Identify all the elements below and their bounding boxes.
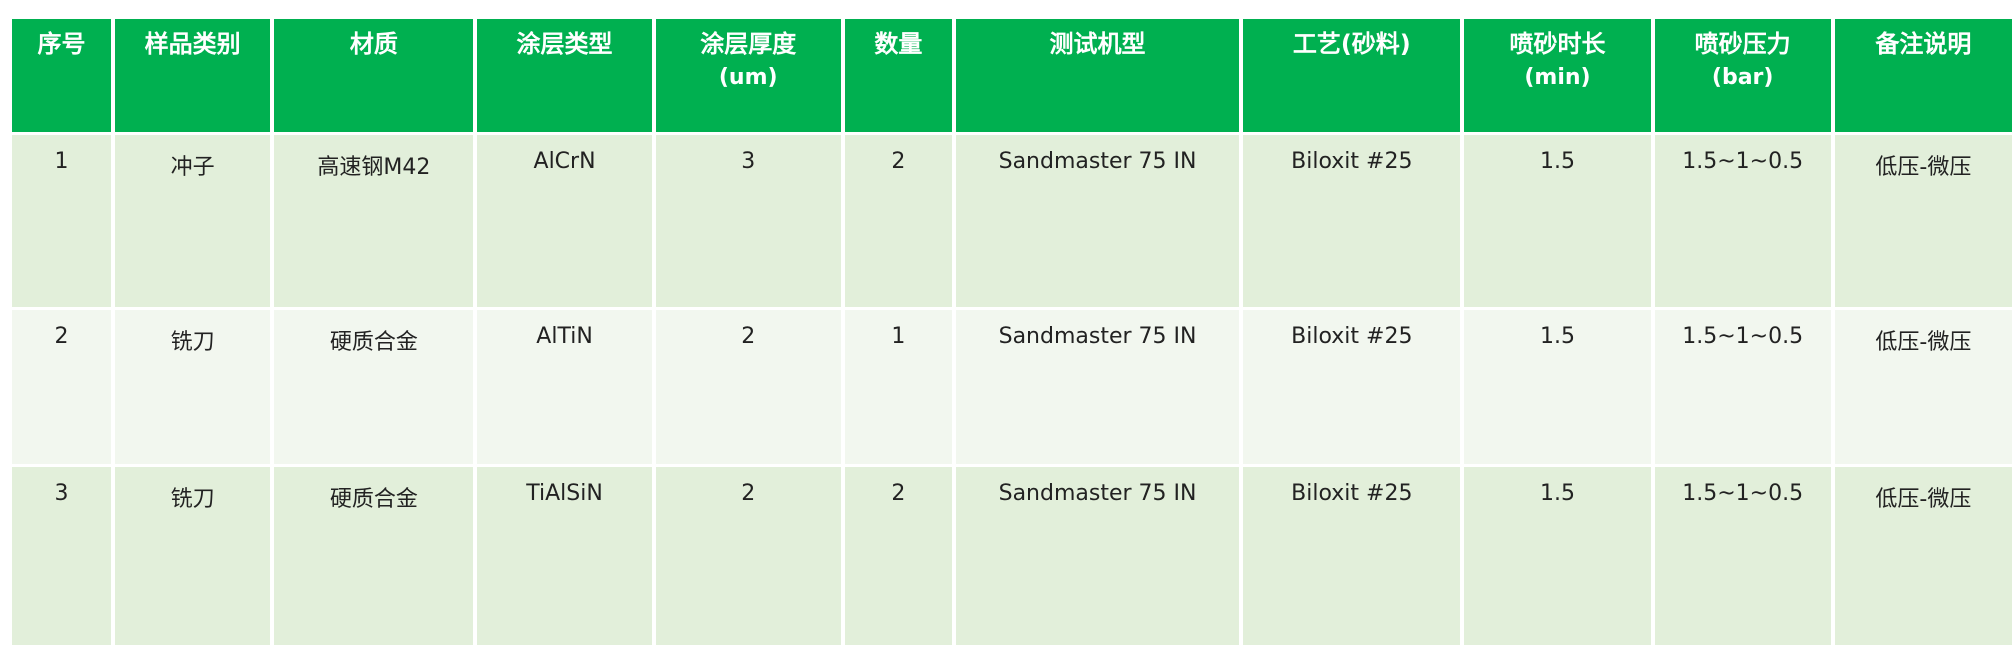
table-cell: Sandmaster 75 IN [955,135,1240,307]
table-cell: 高速钢M42 [274,135,474,307]
table-cell: 低压-微压 [1834,310,2012,464]
table-cell: 1.5~1~0.5 [1654,135,1831,307]
table-cell: 2 [844,135,952,307]
column-header-label: 喷砂时长 [1509,30,1606,58]
table-row: 2 铣刀 硬质合金 AlTiN 2 1 Sandmaster 75 IN Biloxit #2… [12,310,2012,464]
column-header: 涂层厚度 (um) [655,19,841,132]
column-header: 材质 [274,19,474,132]
table-cell: 1.5~1~0.5 [1654,467,1831,645]
column-header-label: 数量 [874,30,923,58]
table-cell: Biloxit #25 [1243,310,1461,464]
table-cell: AlCrN [477,135,652,307]
column-header: 样品类别 [115,19,271,132]
table-cell: Sandmaster 75 IN [955,310,1240,464]
column-header-label: 工艺(砂料) [1292,30,1411,58]
table-cell: 3 [12,467,112,645]
table-cell: 冲子 [115,135,271,307]
table-row: 3 铣刀 硬质合金 TiAlSiN 2 2 Sandmaster 75 IN Biloxit … [12,467,2012,645]
column-header-unit: (bar) [1711,65,1774,90]
column-header-unit: (um) [718,65,778,90]
table-cell: 1.5 [1464,310,1651,464]
column-header: 喷砂压力 (bar) [1654,19,1831,132]
table-cell: 1.5~1~0.5 [1654,310,1831,464]
table-row: 1 冲子 高速钢M42 AlCrN 3 2 Sandmaster 75 IN Biloxit … [12,135,2012,307]
table-cell: 1 [844,310,952,464]
table-cell: 1.5 [1464,135,1651,307]
column-header-unit: (min) [1524,65,1591,90]
table-cell: AlTiN [477,310,652,464]
column-header-label: 序号 [37,30,86,58]
header-row: 序号 样品类别 材质 涂层类型 涂层厚度 (um) 数量 测试机型 工艺(砂料) 喷砂时长 (min… [12,19,2012,132]
column-header-label: 测试机型 [1049,30,1146,58]
column-header-label: 样品类别 [144,30,241,58]
column-header: 喷砂时长 (min) [1464,19,1651,132]
column-header: 工艺(砂料) [1243,19,1461,132]
table-cell: 2 [655,310,841,464]
table-cell: 1 [12,135,112,307]
table-cell: 硬质合金 [274,467,474,645]
table-cell: 2 [844,467,952,645]
table-cell: TiAlSiN [477,467,652,645]
column-header-label: 涂层类型 [516,30,613,58]
column-header: 备注说明 [1834,19,2012,132]
column-header: 涂层类型 [477,19,652,132]
table-cell: 铣刀 [115,467,271,645]
table-cell: Biloxit #25 [1243,135,1461,307]
column-header-label: 备注说明 [1875,30,1972,58]
table-cell: 铣刀 [115,310,271,464]
table-cell: 2 [655,467,841,645]
column-header: 测试机型 [955,19,1240,132]
column-header-label: 材质 [349,30,398,58]
table-cell: 硬质合金 [274,310,474,464]
test-parameters-table: 序号 样品类别 材质 涂层类型 涂层厚度 (um) 数量 测试机型 工艺(砂料) 喷砂时长 (min… [8,16,2015,648]
table-cell: 低压-微压 [1834,135,2012,307]
table-cell: Biloxit #25 [1243,467,1461,645]
table-cell: Sandmaster 75 IN [955,467,1240,645]
column-header: 序号 [12,19,112,132]
column-header-label: 涂层厚度 [700,30,797,58]
table-cell: 低压-微压 [1834,467,2012,645]
table-cell: 1.5 [1464,467,1651,645]
table-cell: 2 [12,310,112,464]
column-header-label: 喷砂压力 [1694,30,1791,58]
table-cell: 3 [655,135,841,307]
column-header: 数量 [844,19,952,132]
